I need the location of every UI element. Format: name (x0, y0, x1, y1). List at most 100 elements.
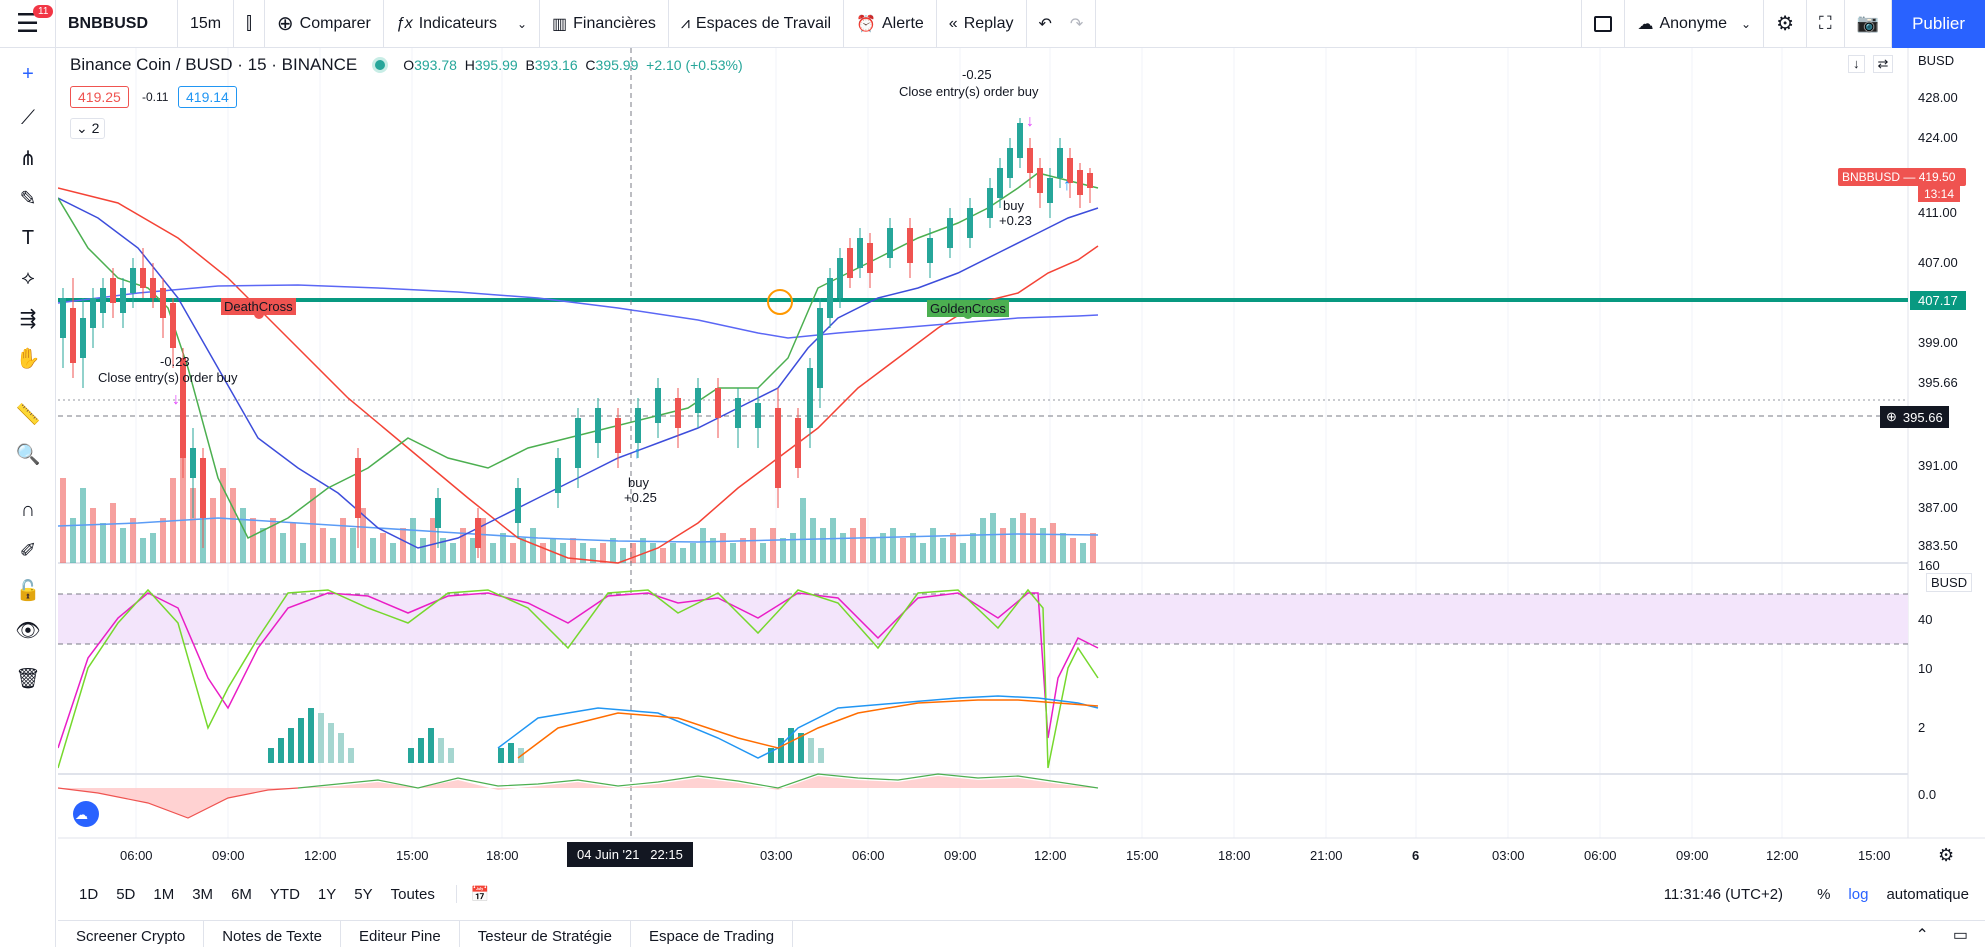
publish-button[interactable]: Publier (1892, 0, 1985, 48)
sell-price-button[interactable]: 419.25 (70, 86, 129, 108)
zoom-icon[interactable]: 🔍 (15, 443, 41, 466)
gear-icon: ⚙ (1776, 13, 1795, 35)
time-tick: 03:00 (760, 848, 793, 863)
pattern-icon[interactable]: ⟡ (21, 266, 35, 289)
rewind-icon: « (948, 14, 958, 32)
chart-canvas[interactable]: ↓ ↓ ↑ ↑ ☁ (58, 48, 1985, 868)
fullscreen-button[interactable]: ⛶ (1807, 0, 1845, 48)
arrow-down-icon[interactable]: ↓ (1848, 55, 1865, 73)
compare-button[interactable]: ⊕ Comparer (265, 0, 384, 48)
buy-price-button[interactable]: 419.14 (178, 86, 237, 108)
range-6m[interactable]: 6M (231, 885, 252, 903)
crosshair-time-label: 04 Juin '21 22:15 (567, 842, 693, 867)
scale-icon[interactable]: ⇄ (1872, 55, 1894, 73)
time-tick: 15:00 (1858, 848, 1891, 863)
range-all[interactable]: Toutes (390, 885, 435, 903)
buy-qty-1: +0.25 (624, 490, 657, 505)
price-axis[interactable]: BUSD 428.00 424.00 411.00 407.00 399.00 … (1908, 48, 1985, 868)
time-tick: 06:00 (1584, 848, 1617, 863)
time-tick: 03:00 (1492, 848, 1525, 863)
shapes-icon[interactable]: ✋ (15, 347, 41, 370)
replay-button[interactable]: « Replay (937, 0, 1027, 48)
eye-icon[interactable]: 👁 (15, 619, 41, 642)
symbol-title[interactable]: Binance Coin / BUSD · 15 · BINANCE (70, 55, 358, 74)
alarm-icon: ⏰ (856, 15, 876, 33)
price-candles (60, 118, 1093, 558)
buy-label-2: buy (1003, 198, 1024, 213)
crosshair-icon[interactable]: + (22, 62, 34, 85)
chart-settings-icon[interactable]: ⚙ (1938, 845, 1955, 865)
range-3m[interactable]: 3M (192, 885, 214, 903)
volume-ma-line (58, 517, 1099, 543)
brush-icon[interactable]: ✎ (19, 187, 37, 210)
account-button[interactable]: ☁ Anonyme ⌄ (1625, 0, 1765, 48)
bottom-toolbar: 1D 5D 1M 3M 6M YTD 1Y 5Y Toutes 📅 11:31:… (58, 876, 1985, 912)
expand-icon: ⛶ (1819, 13, 1832, 33)
range-5y[interactable]: 5Y (354, 885, 373, 903)
time-axis[interactable]: 06:00 09:00 12:00 15:00 18:00 03:00 06:0… (58, 848, 1908, 868)
symbol-price-label: BNBBUSD — 419.50 (1838, 168, 1966, 186)
date-range-icon[interactable]: 📅 (455, 885, 499, 903)
prediction-icon[interactable]: ⇶ (19, 307, 37, 330)
time-tick: 06:00 (120, 848, 153, 863)
alert-button[interactable]: ⏰ Alerte (844, 0, 937, 48)
chart-legend: Binance Coin / BUSD · 15 · BINANCE O393.… (70, 55, 743, 75)
fullscreen-layout-button[interactable] (1581, 0, 1626, 48)
chart-type-button[interactable]: ⫿ (234, 0, 265, 48)
range-1m[interactable]: 1M (153, 885, 175, 903)
ruler-icon[interactable]: 📏 (15, 403, 41, 426)
lock-drawing-icon[interactable]: ✐ (19, 539, 37, 562)
tab-trading-panel[interactable]: Espace de Trading (631, 921, 794, 947)
buy-arrow-icon: ↑ (633, 445, 641, 462)
time-tick: 09:00 (1676, 848, 1709, 863)
price-tick: 391.00 (1918, 458, 1958, 473)
financials-button[interactable]: ▥ Financières (540, 0, 669, 48)
market-status-icon (375, 60, 386, 70)
auto-toggle[interactable]: automatique (1886, 885, 1969, 903)
time-tick: 12:00 (1034, 848, 1067, 863)
interval-button[interactable]: 15m (178, 0, 235, 48)
redo-icon[interactable]: ↷ (1069, 15, 1084, 33)
range-5d[interactable]: 5D (116, 885, 136, 903)
range-1y[interactable]: 1Y (317, 885, 337, 903)
tab-crypto-screener[interactable]: Screener Crypto (58, 921, 205, 947)
indicators-collapse-button[interactable]: ⌄ 2 (70, 118, 106, 139)
price-tick: 428.00 (1918, 90, 1958, 105)
time-tick: 18:00 (1218, 848, 1251, 863)
tab-text-notes[interactable]: Notes de Texte (204, 921, 342, 947)
clock[interactable]: 11:31:46 (UTC+2) (1663, 885, 1784, 903)
undo-icon[interactable]: ↶ (1038, 15, 1052, 33)
symbol-search[interactable]: BNBBUSD (56, 0, 178, 48)
log-toggle[interactable]: log (1848, 885, 1869, 903)
stoch-k-line (58, 592, 1099, 749)
trend-line-icon[interactable]: ⟋ (21, 106, 35, 129)
time-tick: 18:00 (486, 848, 519, 863)
range-1d[interactable]: 1D (79, 885, 99, 903)
snapshot-button[interactable]: 📷 (1845, 0, 1893, 48)
chevron-down-icon: ⌄ (516, 16, 528, 31)
range-ytd[interactable]: YTD (269, 885, 300, 903)
text-icon[interactable]: T (21, 226, 35, 249)
price-tick: 424.00 (1918, 130, 1958, 145)
time-tick: 15:00 (1126, 848, 1159, 863)
osc-tick: 2 (1918, 720, 1926, 735)
tab-pine-editor[interactable]: Editeur Pine (341, 921, 460, 947)
tab-strategy-tester[interactable]: Testeur de Stratégie (460, 921, 631, 947)
osc-currency: BUSD (1926, 573, 1973, 592)
workspaces-button[interactable]: ⩘ Espaces de Travail (669, 0, 845, 48)
lock-icon[interactable]: 🔓 (15, 579, 41, 602)
trash-icon[interactable]: 🗑 (15, 667, 41, 690)
death-cross-label: DeathCross (221, 298, 296, 315)
menu-button[interactable]: ☰ 11 (0, 0, 56, 48)
plus-circle-icon[interactable]: ⊕ (1886, 409, 1897, 424)
time-tick: 15:00 (396, 848, 429, 863)
maximize-icon[interactable]: ▭ (1952, 927, 1968, 944)
settings-button[interactable]: ⚙ (1764, 0, 1808, 48)
price-tick: 411.00 (1918, 205, 1957, 220)
percent-toggle[interactable]: % (1817, 885, 1831, 903)
chevron-up-icon[interactable]: ⌃ (1915, 927, 1929, 944)
fib-icon[interactable]: ⋔ (19, 147, 37, 170)
time-tick: 21:00 (1310, 848, 1343, 863)
magnet-icon[interactable]: ∩ (20, 498, 36, 521)
indicators-button[interactable]: ƒx Indicateurs ⌄ (384, 0, 541, 48)
